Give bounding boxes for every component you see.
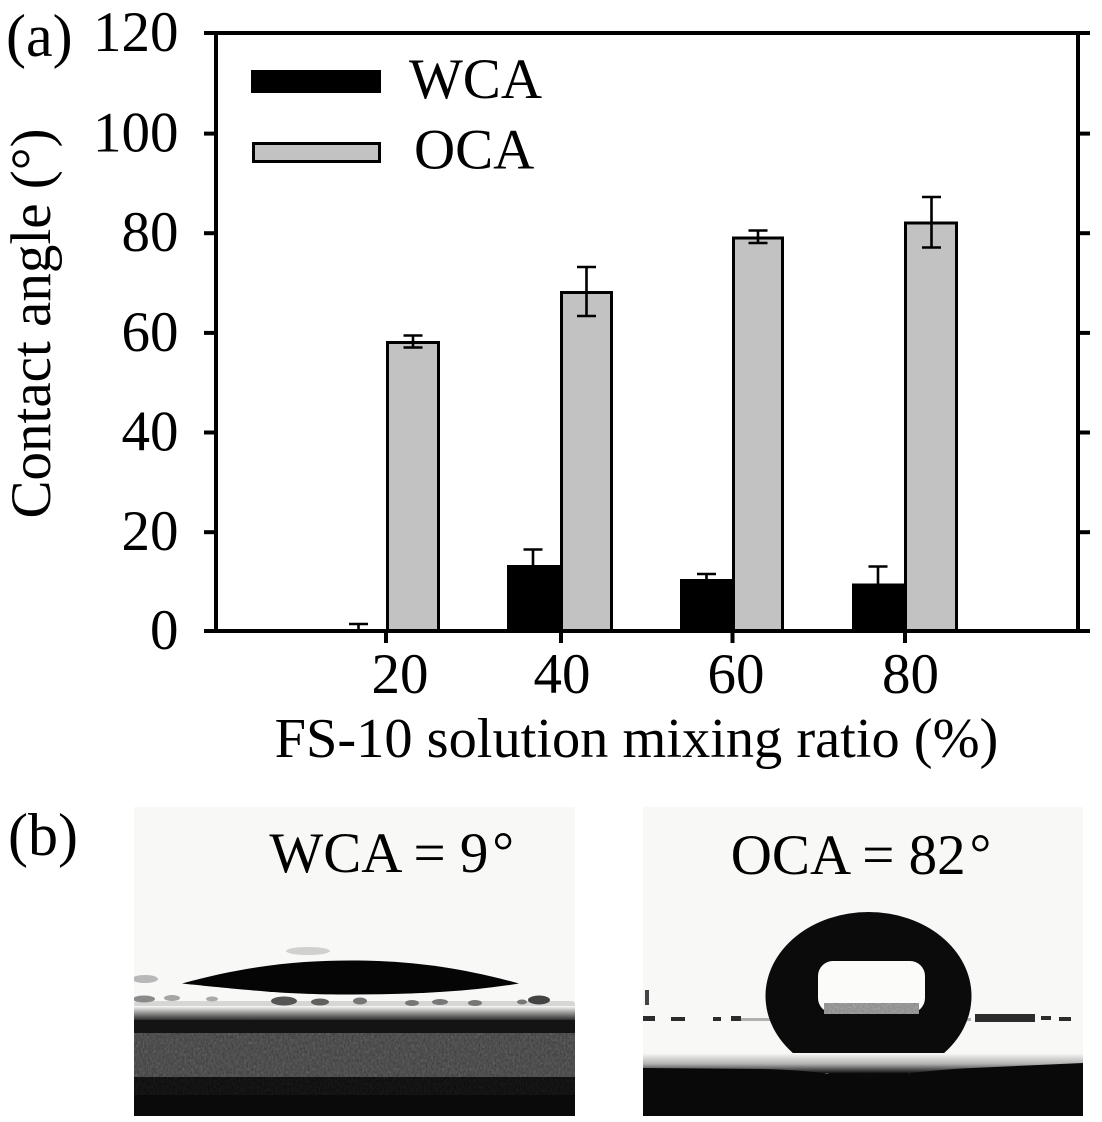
svg-text:(b): (b) <box>8 802 78 868</box>
svg-text:(a): (a) <box>6 3 73 69</box>
svg-text:OCA = 82°: OCA = 82° <box>731 823 991 887</box>
svg-text:WCA = 9°: WCA = 9° <box>269 821 514 885</box>
svg-text:40: 40 <box>534 643 591 706</box>
svg-text:120: 120 <box>93 1 179 64</box>
svg-text:20: 20 <box>122 500 179 563</box>
svg-text:0: 0 <box>150 599 179 662</box>
svg-text:40: 40 <box>122 401 179 464</box>
svg-text:80: 80 <box>882 643 939 706</box>
svg-text:80: 80 <box>122 201 179 264</box>
svg-text:FS-10 solution mixing ratio (%: FS-10 solution mixing ratio (%) <box>275 708 999 770</box>
svg-text:60: 60 <box>708 643 765 706</box>
svg-text:20: 20 <box>372 643 429 706</box>
svg-text:OCA: OCA <box>414 119 534 182</box>
svg-text:Contact angle (°): Contact angle (°) <box>0 129 63 519</box>
svg-text:100: 100 <box>93 102 179 165</box>
svg-text:WCA: WCA <box>409 48 542 111</box>
svg-text:60: 60 <box>122 301 179 364</box>
